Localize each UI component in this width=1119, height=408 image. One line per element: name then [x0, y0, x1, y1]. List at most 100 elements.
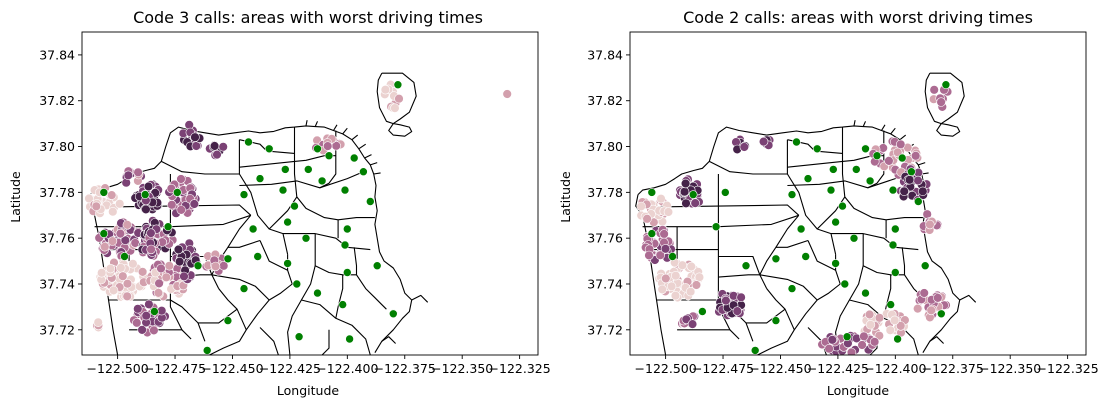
station-point [163, 222, 173, 231]
station-point [720, 188, 730, 197]
call-point [864, 309, 875, 320]
station-point [283, 259, 292, 268]
call-point [869, 337, 880, 347]
station-point [936, 309, 946, 319]
call-point [96, 268, 107, 278]
call-point [686, 261, 696, 272]
call-point [926, 305, 936, 316]
call-point [133, 167, 143, 178]
y-tick-label: 37.74 [587, 276, 623, 291]
call-point [681, 314, 691, 325]
call-point [732, 306, 742, 316]
neighborhood-boundary [198, 308, 238, 324]
neighborhood-boundary [319, 130, 337, 189]
station-point [342, 224, 352, 234]
call-point [679, 187, 690, 197]
neighborhood-boundary [637, 204, 800, 216]
call-point [874, 313, 885, 323]
station-point [120, 252, 129, 261]
call-point [912, 303, 923, 314]
call-point [694, 272, 705, 282]
y-tick-label: 37.72 [587, 322, 623, 337]
station-point [253, 252, 263, 261]
neighborhood-boundary [161, 139, 240, 175]
x-axis-ticks: −122.500−122.475−122.450−122.425−122.400… [87, 355, 551, 376]
station-point [688, 190, 698, 199]
neighborhood-boundary [373, 172, 381, 175]
station-point [711, 222, 721, 231]
call-point [173, 244, 184, 255]
y-tick-label: 37.80 [587, 139, 623, 154]
station-point [890, 268, 900, 277]
station-point [303, 165, 313, 174]
station-point [888, 185, 898, 195]
call-point [933, 293, 943, 303]
y-tick-label: 37.76 [587, 231, 623, 246]
call-point [502, 89, 512, 99]
y-tick-label: 37.72 [39, 322, 75, 337]
x-tick-label: −122.400 [864, 361, 926, 376]
station-point [393, 80, 403, 89]
station-point [280, 165, 290, 174]
call-point [691, 280, 702, 290]
station-point [202, 346, 212, 355]
call-point [191, 141, 202, 151]
call-point [642, 214, 652, 224]
neighborhood-boundary [89, 125, 413, 353]
call-point [904, 175, 915, 185]
neighborhood-boundary [841, 127, 846, 197]
neighborhood-boundary [901, 247, 906, 275]
station-point [388, 309, 398, 319]
call-point [118, 271, 128, 281]
call-points [84, 79, 512, 338]
y-axis-ticks: 37.72 37.74 37.76 37.78 37.80 37.82 37.84 [587, 47, 630, 337]
station-point [831, 217, 840, 227]
x-tick-label: −122.325 [489, 361, 551, 376]
y-tick-label: 37.78 [587, 185, 623, 200]
call-point [884, 156, 894, 166]
call-point [690, 198, 700, 208]
call-point [123, 170, 134, 181]
neighborhood-boundary [169, 226, 183, 331]
plot-content [84, 72, 512, 355]
x-tick-label: −122.450 [201, 361, 263, 376]
call-point [176, 174, 186, 184]
station-point [801, 252, 811, 261]
call-point [758, 136, 769, 147]
neighborhood-boundary [376, 72, 417, 125]
call-point [115, 228, 126, 239]
station-point [796, 224, 806, 234]
plot-content [635, 72, 977, 355]
neighborhood-boundary [853, 120, 856, 127]
station-point [893, 334, 902, 344]
left-panel-code3: Code 3 calls: areas with worst driving t… [8, 8, 551, 398]
neighborhood-boundary [718, 274, 768, 289]
call-point [660, 244, 671, 254]
neighborhood-boundary [209, 299, 270, 355]
y-axis-ticks: 37.72 37.74 37.76 37.78 37.80 37.82 37.84 [39, 47, 82, 337]
call-point [394, 93, 404, 104]
station-points [647, 80, 951, 355]
neighborhood-boundary [959, 294, 977, 303]
station-point [838, 201, 847, 211]
station-point [317, 176, 327, 186]
axes-frame [629, 31, 1087, 356]
call-point [137, 325, 147, 335]
x-tick-label: −122.475 [692, 361, 754, 376]
neighborhood-boundary [862, 121, 867, 127]
call-point [636, 201, 646, 212]
left-x-axis-label: Longitude [277, 383, 339, 398]
call-point [107, 236, 118, 246]
call-point [144, 299, 154, 309]
station-point [828, 165, 838, 174]
call-point [918, 186, 928, 197]
call-point [661, 273, 671, 284]
call-point [936, 97, 946, 107]
neighborhood-boundary [816, 196, 846, 230]
neighborhood-boundary [709, 139, 788, 175]
call-point [164, 261, 175, 271]
neighborhood-boundary [757, 299, 818, 355]
call-point [209, 141, 220, 151]
x-tick-label: −122.475 [144, 361, 206, 376]
